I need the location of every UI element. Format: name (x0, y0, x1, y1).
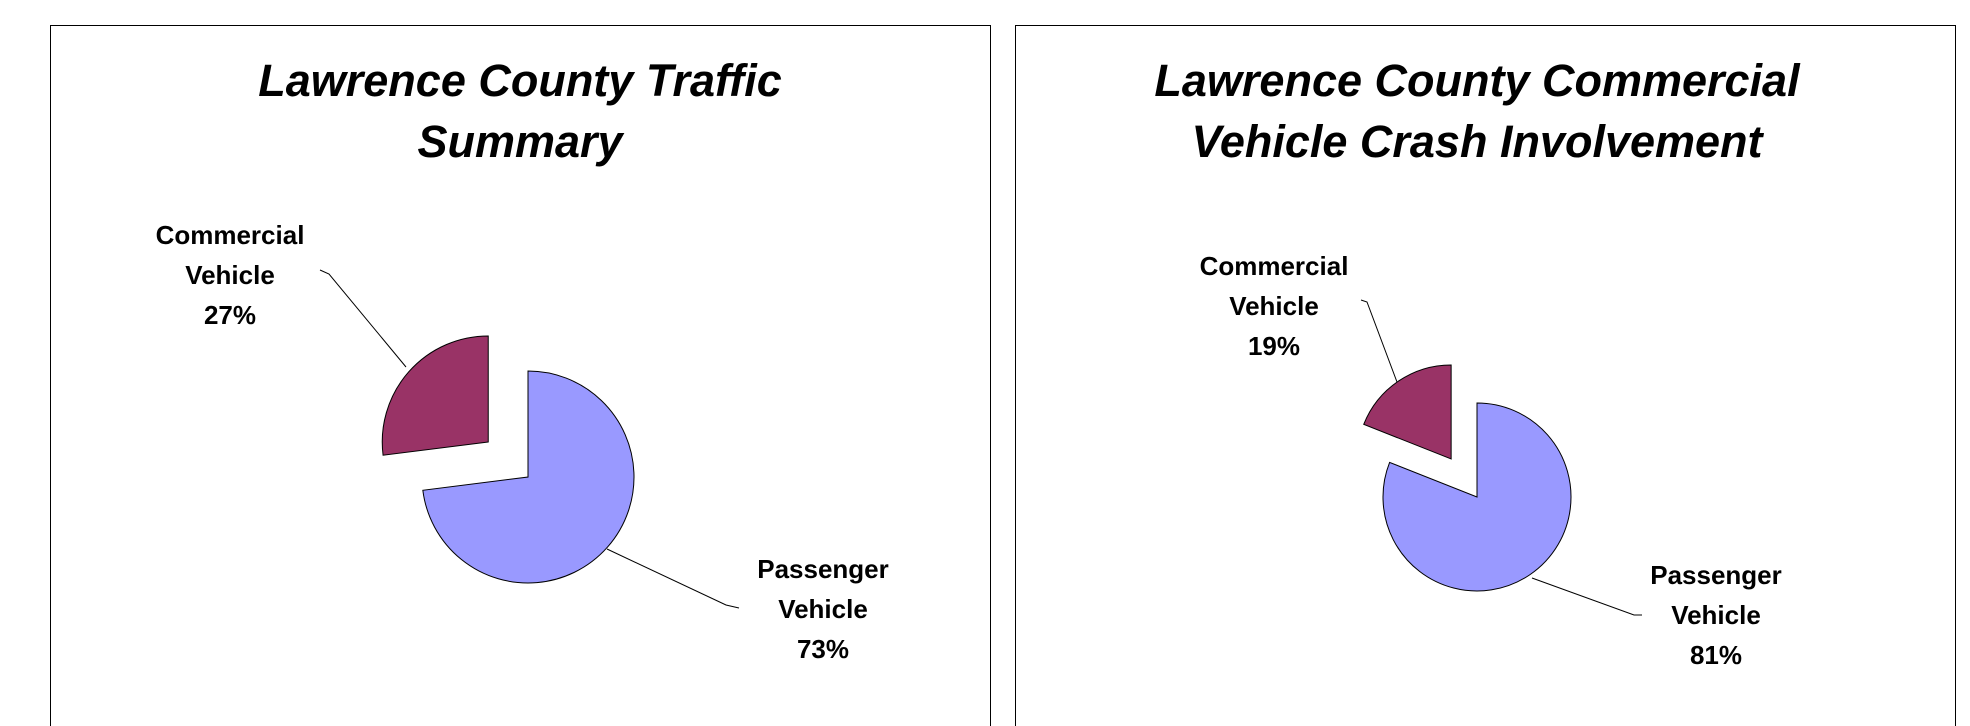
chart-title: Lawrence County Commercial Vehicle Crash… (1154, 55, 1800, 167)
pie-slice (381, 335, 489, 456)
pie-slice (422, 370, 635, 584)
slice-label: Commercial Vehicle (1199, 251, 1349, 321)
slice-label: Commercial Vehicle (155, 220, 305, 290)
pie-slice (1363, 364, 1452, 460)
slice-value-label: 19% (1247, 331, 1301, 361)
slice-value-label: 73% (796, 634, 850, 664)
slice-value-label: 27% (203, 300, 257, 330)
chart-panel (1015, 25, 1956, 726)
slice-value-label: 81% (1689, 640, 1743, 670)
pie-slice (1382, 402, 1572, 592)
leader-line (319, 269, 407, 368)
chart-panel (50, 25, 991, 726)
chart-title: Lawrence County Traffic Summary (258, 55, 782, 167)
slice-label: Passenger Vehicle (757, 554, 889, 624)
leader-line (1531, 577, 1642, 616)
leader-line (606, 548, 740, 609)
leader-line (1360, 299, 1398, 383)
slice-label: Passenger Vehicle (1650, 560, 1782, 630)
